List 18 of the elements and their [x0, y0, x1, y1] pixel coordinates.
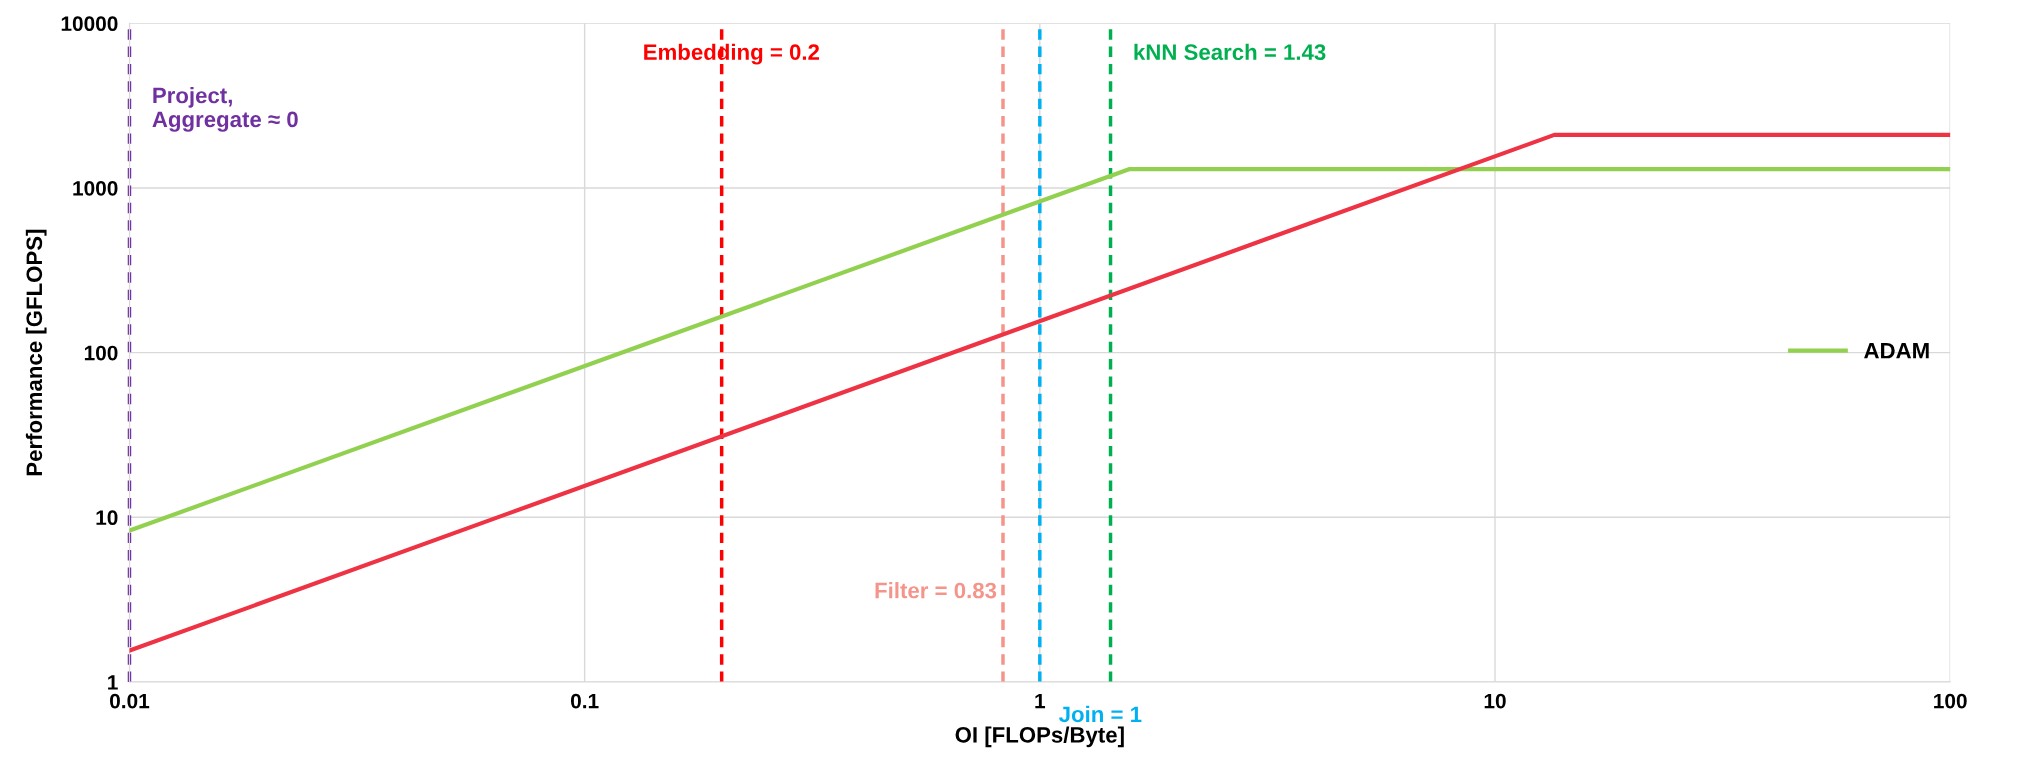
ref-line-label: Embedding = 0.2 — [644, 43, 820, 65]
y-tick-label: 10000 — [61, 16, 118, 31]
legend-label: ADAM — [1864, 343, 1929, 359]
x-tick-label: 1 — [1035, 693, 1046, 709]
ref-line-label: Project, Aggregate ≈ 0 — [152, 86, 298, 132]
x-tick-label: 10 — [1484, 693, 1506, 709]
ref-line-label: Join = 1 — [1059, 705, 1142, 723]
x-tick-label: 0.01 — [110, 693, 150, 709]
x-tick-label: 100 — [1934, 693, 1967, 709]
ref-line-label: Filter = 0.83 — [875, 582, 997, 599]
y-tick-label: 1 — [108, 675, 118, 690]
y-tick-label: 100 — [84, 345, 118, 361]
y-axis-title: Performance [GFLOPS] — [25, 229, 47, 476]
ref-line-label: kNN Search = 1.43 — [1134, 43, 1326, 61]
y-tick-label: 10 — [96, 510, 118, 526]
x-axis-title: OI [FLOPs/Byte] — [955, 726, 1124, 748]
y-tick-label: 1000 — [73, 180, 118, 196]
x-tick-label: 0.1 — [570, 693, 599, 709]
